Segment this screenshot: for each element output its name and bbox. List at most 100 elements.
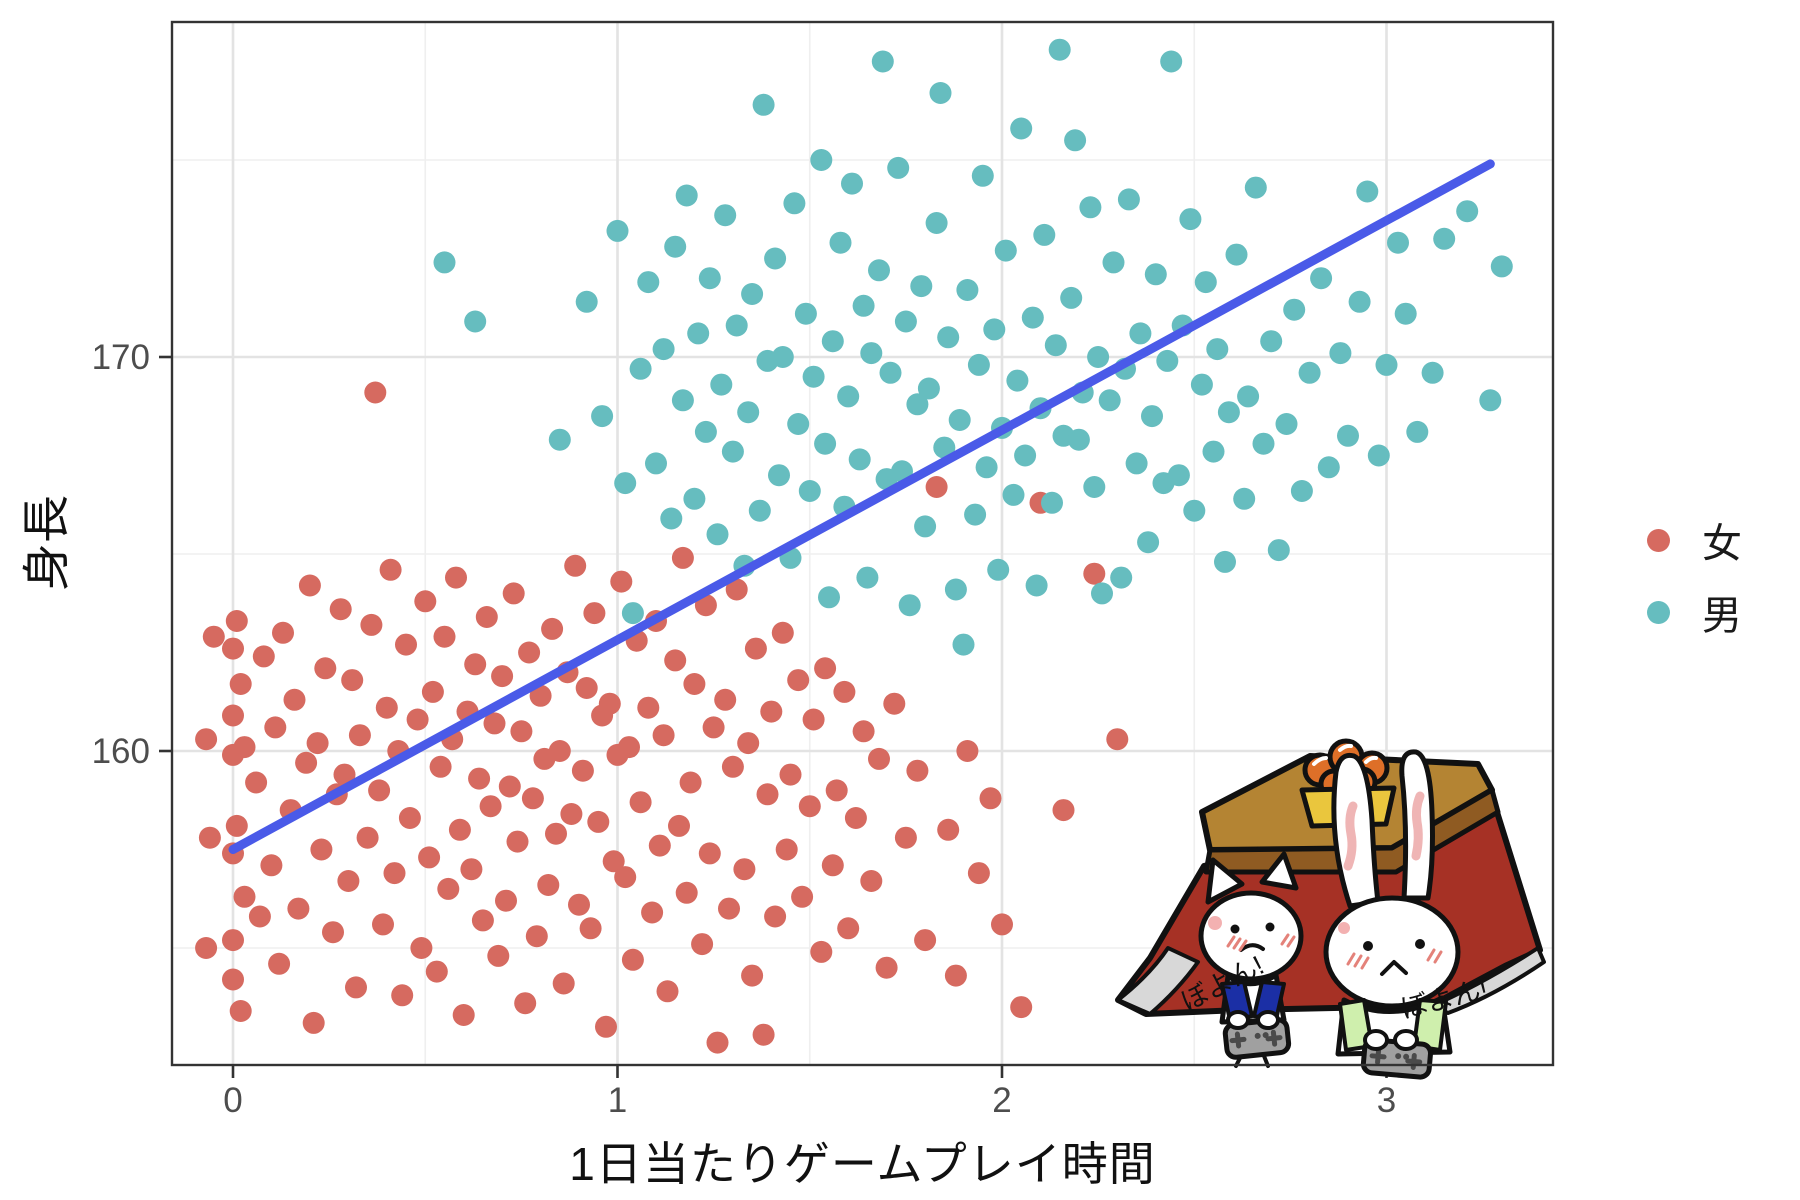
data-point-female — [337, 870, 360, 892]
data-point-male — [1190, 373, 1213, 396]
data-point-male — [1160, 50, 1183, 73]
data-point-female — [222, 968, 244, 991]
data-point-male — [783, 192, 806, 215]
legend-swatch-female — [1647, 528, 1670, 552]
data-point-male — [645, 452, 667, 475]
data-point-male — [929, 82, 952, 104]
data-point-female — [222, 704, 244, 727]
data-point-male — [1394, 302, 1417, 325]
scatter-points — [195, 38, 1513, 1054]
data-point-male — [1310, 267, 1333, 290]
data-point-male — [1356, 180, 1379, 203]
x-tick-label: 3 — [1377, 1081, 1396, 1120]
data-point-female — [883, 692, 906, 715]
data-point-female — [479, 795, 502, 818]
data-point-male — [664, 235, 687, 258]
data-point-female — [302, 1011, 325, 1034]
cat-mouth — [1239, 943, 1265, 952]
data-point-female — [483, 712, 506, 735]
data-point-female — [329, 598, 352, 621]
data-point-male — [848, 448, 871, 471]
data-point-female — [341, 669, 364, 692]
data-point-male — [1137, 531, 1160, 554]
data-point-male — [748, 499, 771, 522]
data-point-female — [814, 657, 837, 680]
data-point-male — [898, 594, 921, 617]
data-point-female — [956, 740, 979, 762]
data-point-female — [791, 885, 814, 908]
data-point-male — [1337, 424, 1359, 447]
data-point-male — [1156, 349, 1179, 372]
data-point-female — [852, 720, 875, 743]
data-point-female — [579, 917, 602, 940]
data-point-female — [306, 732, 329, 755]
data-point-male — [1237, 385, 1260, 408]
data-point-male — [591, 405, 614, 428]
data-point-female — [372, 913, 394, 936]
data-point-male — [983, 318, 1006, 341]
data-point-male — [637, 271, 660, 294]
data-point-female — [683, 673, 706, 695]
data-point-male — [1048, 38, 1071, 61]
data-point-male — [1144, 263, 1167, 286]
data-point-female — [510, 720, 533, 743]
data-point-female — [333, 763, 356, 786]
data-point-male — [787, 413, 810, 435]
data-point-female — [702, 716, 725, 739]
data-point-male — [1194, 271, 1217, 294]
data-point-female — [475, 606, 498, 628]
data-point-male — [917, 377, 940, 400]
data-point-female — [406, 708, 429, 731]
data-point-male — [1433, 227, 1456, 250]
data-point-female — [448, 818, 471, 841]
data-point-male — [994, 239, 1017, 262]
data-point-female — [737, 732, 760, 755]
data-point-female — [764, 905, 787, 928]
data-point-male — [1233, 487, 1256, 510]
data-point-female — [518, 641, 541, 664]
data-point-male — [1202, 440, 1225, 463]
data-point-female — [564, 554, 587, 577]
data-point-female — [679, 771, 702, 794]
data-point-female — [718, 897, 740, 920]
data-point-female — [437, 877, 460, 900]
data-point-male — [852, 294, 875, 317]
data-point-male — [1244, 176, 1267, 199]
data-point-female — [648, 834, 671, 857]
data-point-male — [1225, 243, 1248, 266]
data-point-female — [760, 700, 783, 723]
data-point-male — [694, 420, 717, 443]
y-axis-title: 身長 — [21, 494, 74, 592]
data-point-male — [687, 322, 710, 345]
data-point-male — [1044, 334, 1067, 357]
data-point-female — [614, 866, 637, 889]
data-point-male — [1064, 129, 1087, 152]
data-point-male — [887, 156, 910, 179]
data-point-male — [1141, 405, 1163, 428]
blanket-trim-left — [1116, 946, 1200, 1016]
data-point-male — [464, 310, 487, 333]
data-point-female — [967, 862, 990, 885]
data-point-male — [856, 566, 879, 589]
data-point-female — [364, 381, 387, 404]
data-point-female — [598, 692, 621, 715]
data-point-male — [721, 440, 744, 463]
data-point-male — [1214, 550, 1236, 573]
data-point-female — [583, 602, 606, 625]
x-tick-label: 2 — [992, 1081, 1011, 1120]
data-point-female — [714, 688, 737, 711]
data-point-female — [460, 858, 483, 881]
data-point-male — [1275, 413, 1298, 435]
data-point-female — [844, 807, 867, 829]
data-point-female — [418, 846, 441, 869]
x-axis-title: 1日当たりゲームプレイ時間 — [569, 1138, 1156, 1190]
data-point-female — [621, 948, 644, 971]
data-point-female — [779, 763, 802, 786]
data-point-male — [1079, 196, 1102, 219]
data-point-male — [764, 247, 787, 270]
data-point-female — [360, 613, 383, 636]
data-point-male — [1021, 306, 1044, 329]
data-point-male — [1267, 539, 1290, 562]
panel-border — [170, 20, 1555, 1067]
